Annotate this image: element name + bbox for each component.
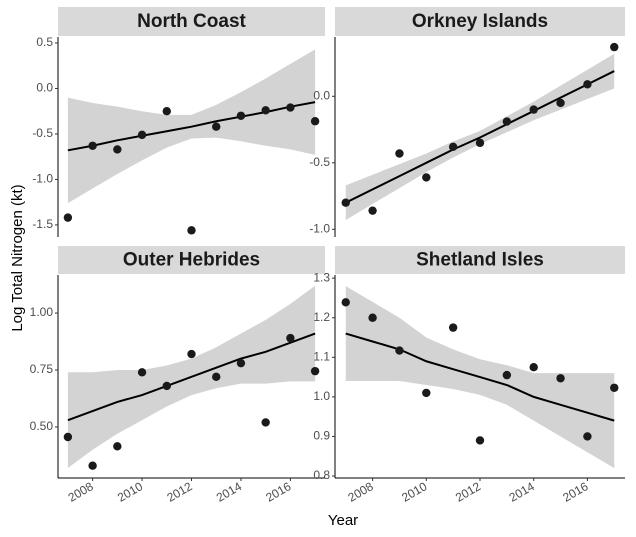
y-tick-label: 1.0 [313, 389, 330, 403]
data-point [368, 313, 377, 322]
data-point [63, 432, 73, 442]
data-point [113, 145, 122, 154]
data-point [310, 366, 320, 376]
data-point [286, 103, 295, 112]
strip [58, 246, 325, 274]
data-point [610, 42, 619, 52]
y-tick-label: 1.3 [313, 270, 330, 284]
y-tick-label: 0.0 [36, 81, 53, 95]
panel-title: Outer Hebrides [123, 250, 260, 271]
data-point [88, 141, 97, 150]
data-point [162, 381, 171, 391]
data-point [310, 117, 320, 126]
y-tick-label: -0.5 [32, 126, 53, 140]
data-point [502, 117, 512, 126]
strip [335, 7, 625, 36]
data-point [162, 107, 171, 116]
data-point [261, 106, 270, 115]
panel-title: North Coast [137, 11, 246, 32]
data-point [422, 173, 431, 182]
y-tick-label: 0.75 [30, 362, 54, 376]
y-tick-label: -1.0 [309, 221, 330, 235]
panel-title: Shetland Isles [416, 250, 544, 271]
data-point [502, 370, 512, 380]
data-point [236, 358, 246, 368]
data-point [395, 149, 404, 158]
data-point [448, 323, 458, 332]
trend-line [67, 332, 316, 422]
strip [58, 7, 325, 36]
data-point [187, 226, 196, 235]
data-point [137, 130, 147, 140]
trend-line [67, 101, 316, 152]
y-tick-label: 1.1 [313, 349, 330, 363]
data-point [475, 436, 485, 445]
panel-title: Orkney Islands [412, 11, 548, 32]
data-point [341, 298, 350, 307]
y-tick-label: -1.0 [32, 172, 53, 186]
y-tick-label: 0.0 [313, 88, 330, 102]
data-point [448, 142, 458, 152]
data-point [475, 138, 485, 148]
data-point [212, 122, 221, 131]
y-tick-label: 1.2 [313, 310, 330, 324]
data-point [212, 372, 221, 382]
y-tick-label: -0.5 [309, 155, 330, 169]
data-point [236, 111, 246, 120]
y-tick-label: 1.00 [30, 305, 54, 319]
data-point [556, 98, 565, 108]
y-tick-label: 0.5 [36, 35, 53, 49]
data-point [63, 213, 73, 222]
data-point [88, 461, 97, 470]
data-point [286, 333, 295, 343]
y-axis-title: Log Total Nitrogen (kt) [9, 184, 26, 331]
trend-line [345, 70, 615, 204]
data-point [556, 374, 565, 383]
y-tick-label: -1.5 [32, 217, 53, 231]
data-point [187, 349, 196, 359]
data-point [261, 418, 270, 427]
data-point [529, 105, 538, 114]
data-point [610, 383, 619, 392]
strip [335, 246, 625, 274]
data-point [137, 368, 147, 377]
data-point [395, 346, 404, 355]
data-point [529, 363, 538, 372]
data-point [583, 80, 592, 89]
x-axis-title: Year [328, 512, 358, 529]
y-tick-label: 0.8 [313, 468, 330, 482]
data-point [368, 206, 377, 215]
data-point [113, 442, 122, 451]
data-point [422, 388, 431, 398]
trend-line [345, 332, 615, 422]
data-point [341, 198, 350, 207]
y-tick-label: 0.50 [30, 419, 54, 433]
data-point [583, 432, 592, 441]
y-tick-label: 0.9 [313, 429, 330, 443]
